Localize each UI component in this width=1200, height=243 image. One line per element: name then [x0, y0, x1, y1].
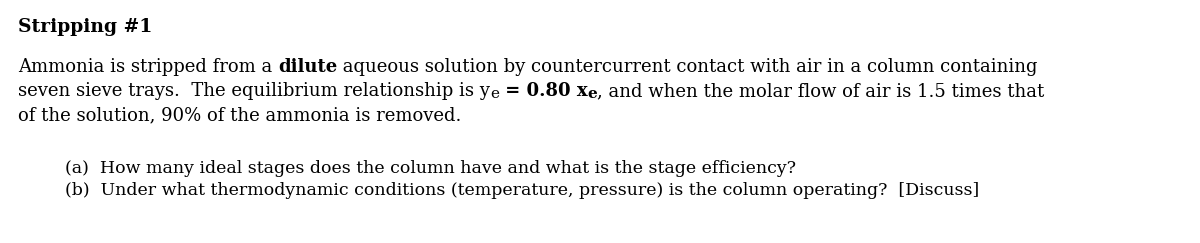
Text: Ammonia is stripped from a: Ammonia is stripped from a — [18, 58, 278, 76]
Text: = 0.80 x: = 0.80 x — [499, 82, 588, 100]
Text: (a)  How many ideal stages does the column have and what is the stage efficiency: (a) How many ideal stages does the colum… — [65, 160, 796, 177]
Text: dilute: dilute — [278, 58, 337, 76]
Text: e: e — [490, 87, 499, 101]
Text: (b)  Under what thermodynamic conditions (temperature, pressure) is the column o: (b) Under what thermodynamic conditions … — [65, 182, 979, 199]
Text: seven sieve trays.  The equilibrium relationship is y: seven sieve trays. The equilibrium relat… — [18, 82, 490, 100]
Text: of the solution, 90% of the ammonia is removed.: of the solution, 90% of the ammonia is r… — [18, 106, 461, 124]
Text: Stripping #1: Stripping #1 — [18, 18, 152, 36]
Text: aqueous solution by countercurrent contact with air in a column containing: aqueous solution by countercurrent conta… — [337, 58, 1038, 76]
Text: , and when the molar flow of air is 1.5 times that: , and when the molar flow of air is 1.5 … — [598, 82, 1044, 100]
Text: e: e — [588, 87, 598, 101]
